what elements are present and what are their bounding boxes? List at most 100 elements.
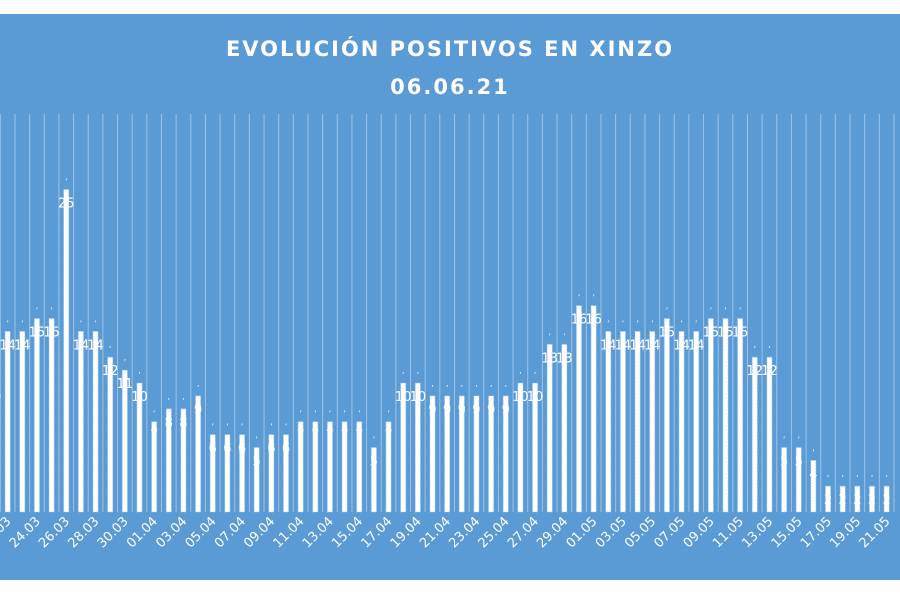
bar [253,447,260,513]
bar-marker: ’ [138,371,141,380]
bar-marker: ’ [197,384,200,393]
bar [590,305,597,513]
bar [693,330,700,513]
bar-marker: ’ [329,410,332,419]
data-label: 2 [883,493,891,508]
bar-marker: ’ [592,294,595,303]
bar [825,485,832,513]
bar [795,447,802,513]
bar-marker: ’ [94,319,97,328]
bar-marker: ’ [461,384,464,393]
bar [4,330,11,513]
bar [473,395,480,513]
x-tick-label: 01.04 [124,514,161,551]
data-label: 14 [87,338,104,353]
data-label: 9 [458,403,466,418]
x-tick-label: 15.05 [769,514,806,551]
data-label: 7 [384,429,392,444]
bar [429,395,436,513]
bar-marker: ’ [446,384,449,393]
chart-subtitle: 06.06.21 [390,75,510,99]
data-label: 13 [541,351,558,366]
bar [326,421,333,513]
data-label: 15 [29,326,46,341]
bar-marker: ’ [768,345,771,354]
x-tick-label: 15.04 [329,514,366,551]
data-label: 2 [824,493,832,508]
bar [77,330,84,513]
bar [605,330,612,513]
data-label: 6 [209,442,217,457]
bar-marker: ’ [710,307,713,316]
bar-marker: ’ [754,345,757,354]
bar-marker: ’ [124,358,127,367]
x-tick-label: 25.04 [476,514,513,551]
bar-marker: ’ [841,474,844,483]
x-tick-label: 24.03 [7,514,44,551]
bar-marker: ’ [168,397,171,406]
bar [737,318,744,513]
data-label: 2 [868,493,876,508]
bar [209,434,216,513]
bar [546,343,553,513]
data-label: 15 [732,326,749,341]
bar-marker: ’ [885,474,888,483]
bar-marker: ’ [490,384,493,393]
bar-marker: ’ [548,332,551,341]
x-tick-label: 21.05 [857,514,894,551]
bar-marker: ’ [475,384,478,393]
x-tick-label: 13.05 [739,514,776,551]
bar [663,318,670,513]
bar [561,343,568,513]
bar [766,356,773,513]
bar-marker: ’ [109,345,112,354]
data-label: 14 [615,338,632,353]
bar [751,356,758,513]
data-label: 13 [556,351,573,366]
bar [458,395,465,513]
bar-marker: ’ [636,319,639,328]
data-label: 14 [673,338,690,353]
bar-marker: ’ [431,384,434,393]
bar-marker: ’ [563,332,566,341]
bar-marker: ’ [50,307,53,316]
bar-marker: ’ [373,436,376,445]
x-tick-label: 29.04 [534,514,571,551]
bar [707,318,714,513]
bar [385,421,392,513]
bar [722,318,729,513]
bar-marker: ’ [519,371,522,380]
data-label: 7 [326,429,334,444]
bar [634,330,641,513]
bar [883,485,890,513]
bar-marker: ’ [504,384,507,393]
x-tick-label: 19.05 [827,514,864,551]
x-tick-label: 09.05 [681,514,718,551]
bar [810,459,817,513]
data-label: 10 [527,390,544,405]
bar [121,369,128,513]
bar [400,382,407,513]
data-label: 16 [585,313,602,328]
x-tick-label: 01.05 [564,514,601,551]
data-label: 9 [472,403,480,418]
x-tick-label: 11.05 [710,514,747,551]
data-label: 5 [795,455,803,470]
bar-marker: ’ [724,307,727,316]
x-tick-label: 05.04 [183,514,220,551]
bar [151,421,158,513]
x-tick-label: 05.05 [622,514,659,551]
bar-marker: ’ [856,474,859,483]
bar-marker: ’ [80,319,83,328]
bar-marker: ’ [270,423,273,432]
data-label: 7 [311,429,319,444]
x-tick-label: 03.04 [153,514,190,551]
bar-marker: ’ [651,319,654,328]
bar [239,434,246,513]
bar-marker: ’ [387,410,390,419]
bar [517,382,524,513]
data-label: 2 [839,493,847,508]
bar-marker: ’ [812,448,815,457]
bar-marker: ’ [241,423,244,432]
